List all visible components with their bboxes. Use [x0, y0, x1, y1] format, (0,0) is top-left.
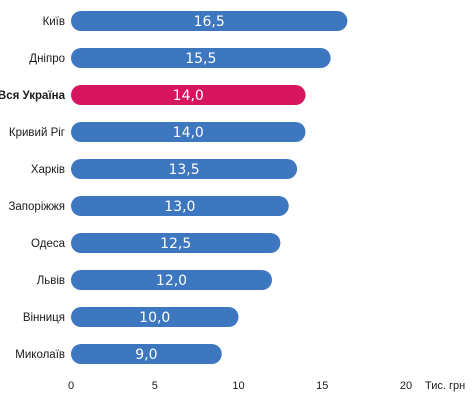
x-tick-label: 0 [68, 380, 74, 392]
bar-value-label: 13,5 [168, 162, 199, 178]
bar-highlight [71, 85, 306, 105]
x-axis: 0 5 10 15 20 [68, 380, 412, 392]
bar [71, 233, 281, 253]
bar [71, 48, 331, 68]
bar [71, 11, 348, 31]
category-label: Запоріжжя [8, 201, 65, 213]
category-label: Одеса [31, 238, 66, 250]
category-label: Кривий Ріг [9, 127, 65, 139]
bar-value-label: 15,5 [185, 51, 216, 67]
bar [71, 344, 222, 364]
x-axis-unit: Тис. грн [425, 380, 465, 392]
x-tick-label: 5 [152, 380, 158, 392]
bar-value-label: 12,5 [160, 236, 191, 252]
bar-value-label: 16,5 [194, 14, 225, 30]
category-label: Харків [31, 164, 65, 176]
bar-value-label: 10,0 [139, 310, 170, 326]
category-label: Львів [37, 275, 65, 287]
bar-value-label: 9,0 [135, 347, 157, 363]
category-label: Миколаїв [15, 349, 65, 361]
bar [71, 270, 272, 290]
x-tick-label: 15 [316, 380, 328, 392]
category-label: Дніпро [29, 53, 65, 65]
bar-value-label: 14,0 [173, 88, 204, 104]
bar-value-label: 12,0 [156, 273, 187, 289]
bars-group: Київ 16,5 Дніпро 15,5 Вся Україна 14,0 Кривий … [0, 11, 348, 364]
bar-value-label: 13,0 [164, 199, 195, 215]
category-label: Київ [43, 16, 65, 28]
bar [71, 159, 298, 179]
x-tick-label: 10 [232, 380, 244, 392]
bar-value-label: 14,0 [173, 125, 204, 141]
category-label: Вся Україна [0, 90, 66, 102]
bar [71, 122, 306, 142]
bar [71, 307, 239, 327]
bar [71, 196, 289, 216]
category-label: Вінниця [23, 312, 65, 324]
x-tick-label: 20 [400, 380, 412, 392]
